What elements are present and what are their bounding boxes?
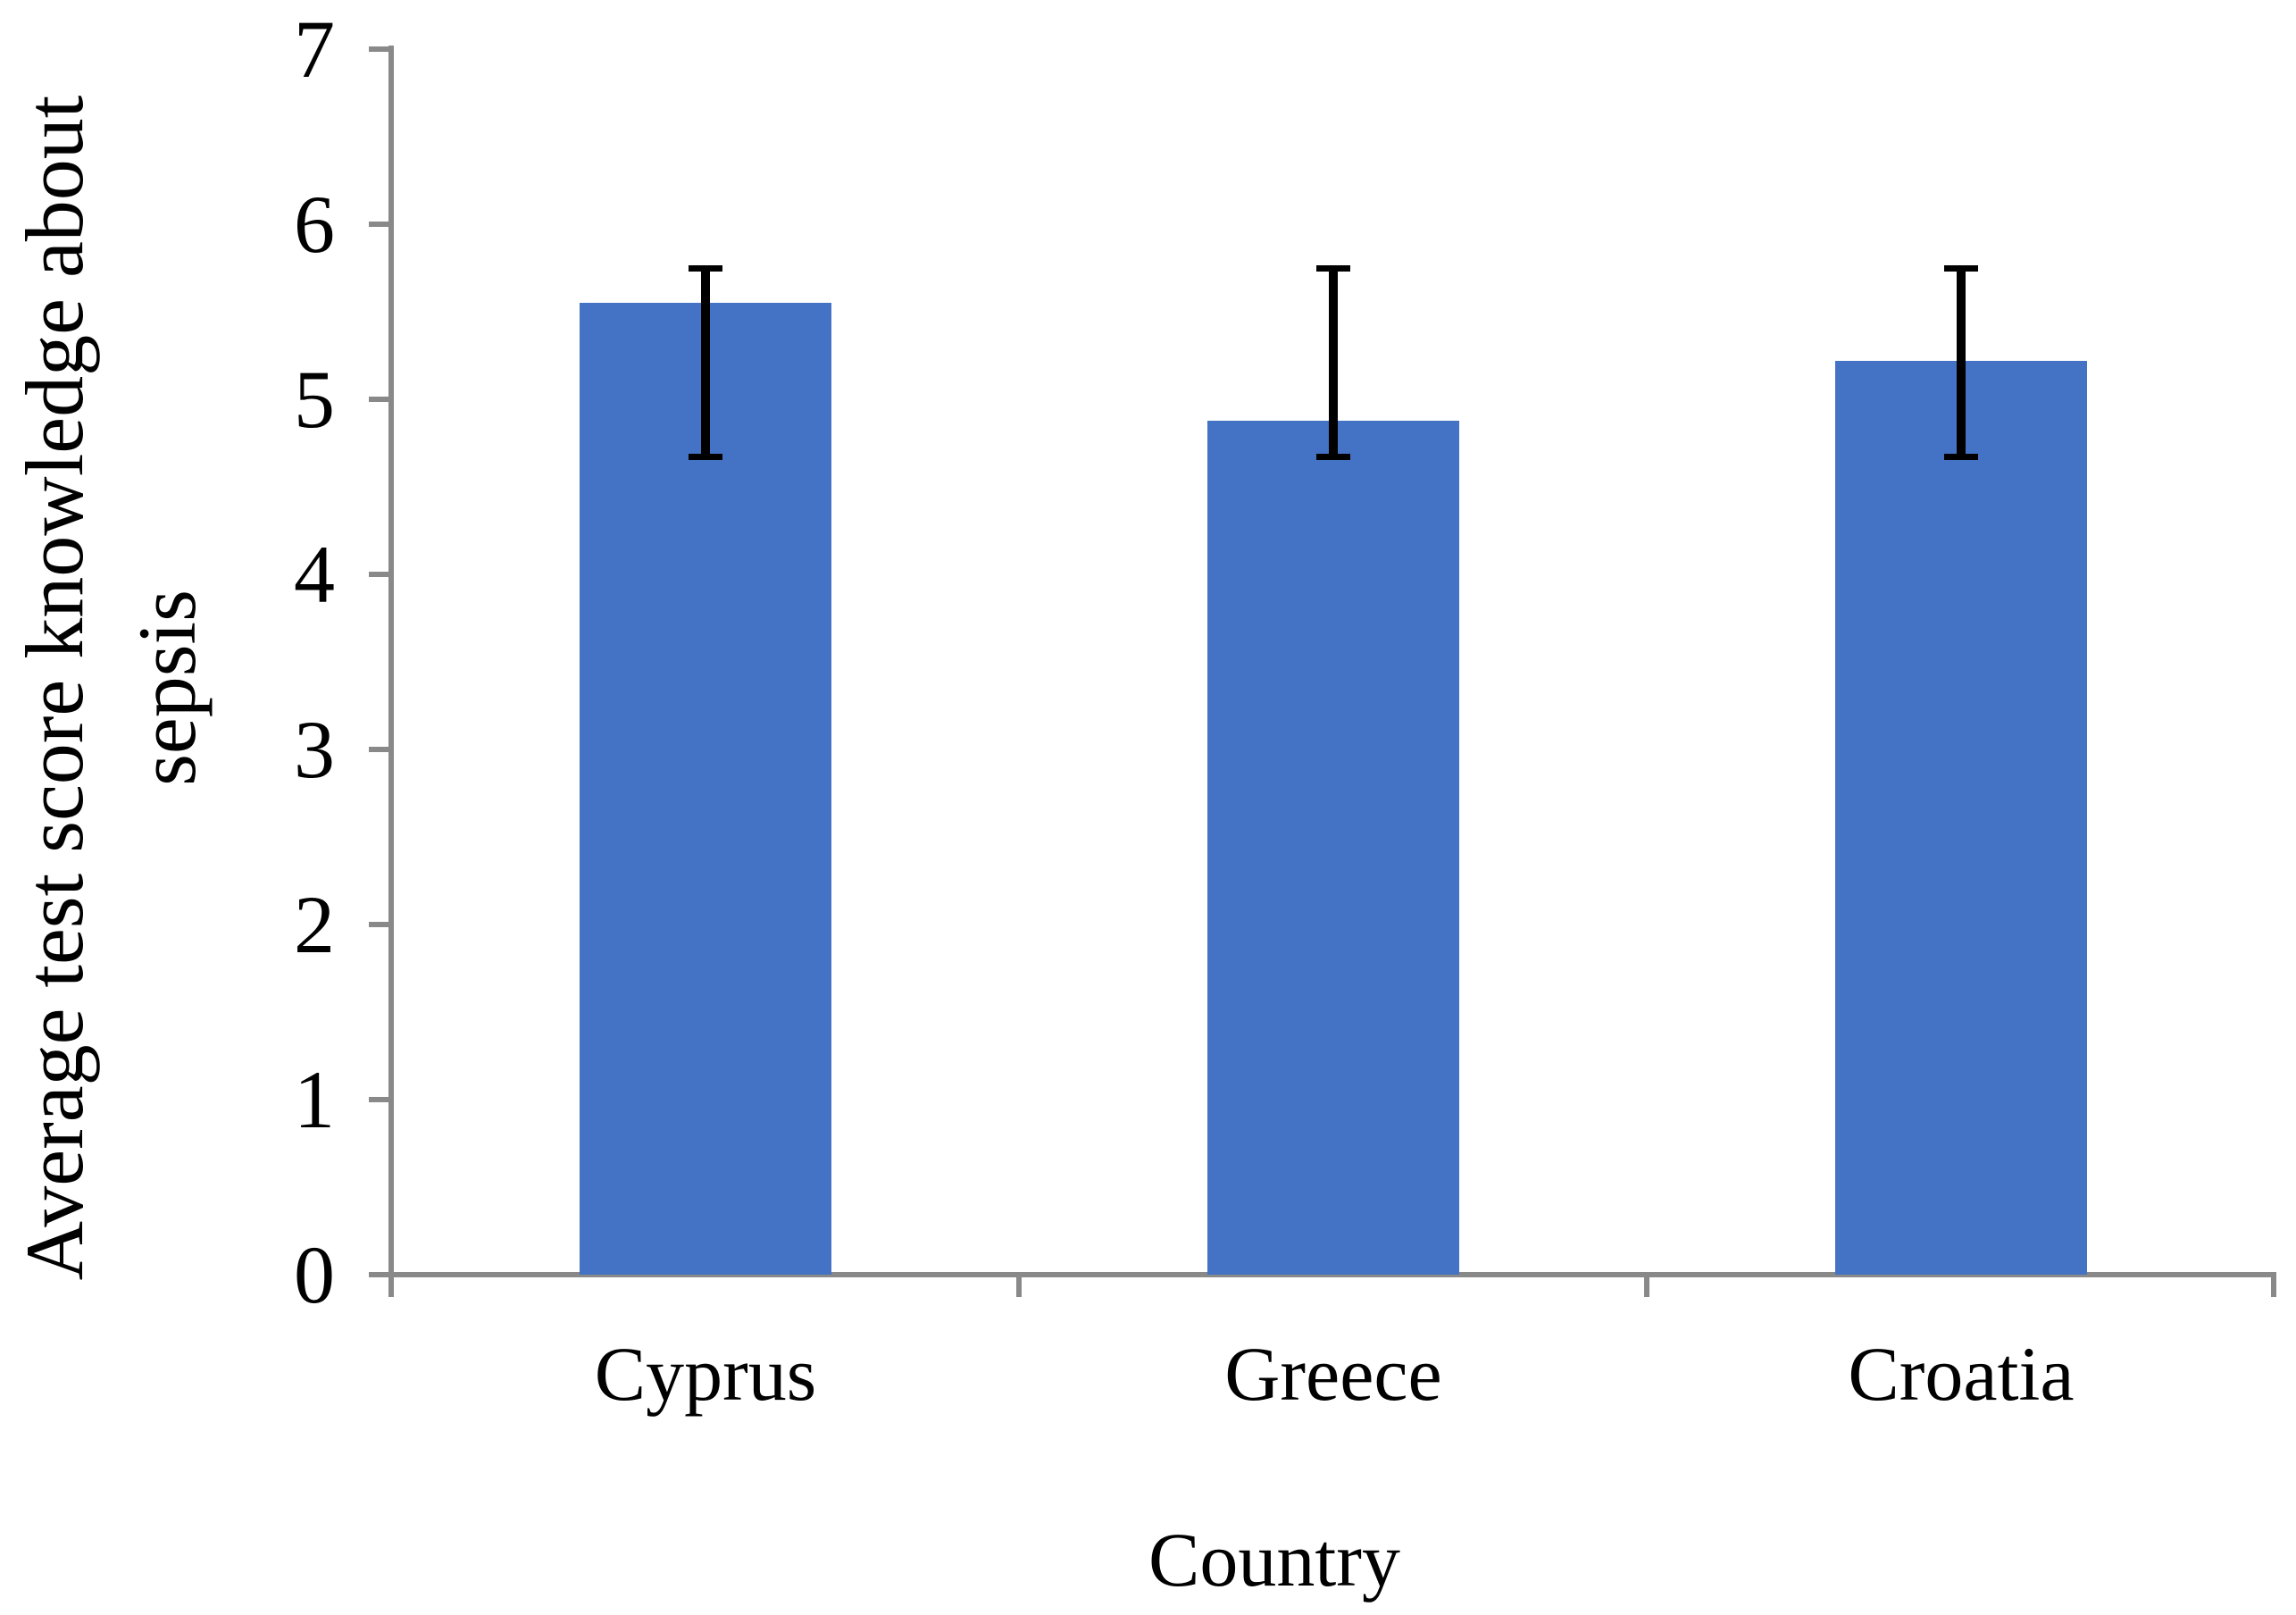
x-tick-1 <box>1016 1272 1022 1297</box>
y-tick-5 <box>369 397 394 402</box>
x-tick-2 <box>1644 1272 1649 1297</box>
y-tick-label-1: 1 <box>294 1054 335 1145</box>
y-tick-label-6: 6 <box>294 179 335 270</box>
y-tick-4 <box>369 572 394 577</box>
y-axis-title-line-2: sepsis <box>121 590 213 786</box>
x-axis-line <box>369 1272 2276 1277</box>
error-cap-bottom-cyprus <box>689 454 722 461</box>
y-tick-label-4: 4 <box>294 529 335 620</box>
y-tick-2 <box>369 922 394 927</box>
y-tick-label-7: 7 <box>294 4 335 95</box>
error-cap-bottom-croatia <box>1944 454 1978 461</box>
error-cap-bottom-greece <box>1316 454 1350 461</box>
error-cap-top-cyprus <box>689 264 722 272</box>
error-cap-top-greece <box>1316 264 1350 272</box>
x-axis-title: Country <box>1148 1517 1400 1602</box>
error-bar-cyprus <box>701 268 710 457</box>
error-bar-greece <box>1329 268 1338 457</box>
y-tick-6 <box>369 222 394 227</box>
error-cap-top-croatia <box>1944 264 1978 272</box>
y-tick-label-3: 3 <box>294 704 335 795</box>
bar-cyprus <box>580 303 831 1275</box>
y-tick-7 <box>369 46 394 52</box>
x-tick-label-cyprus: Cyprus <box>594 1331 817 1417</box>
y-tick-label-2: 2 <box>294 879 335 970</box>
bar-greece <box>1207 420 1459 1275</box>
y-axis-line <box>388 46 394 1297</box>
y-tick-3 <box>369 747 394 752</box>
x-tick-label-greece: Greece <box>1224 1331 1442 1417</box>
x-tick-3 <box>2271 1272 2276 1297</box>
x-tick-label-croatia: Croatia <box>1848 1331 2075 1417</box>
y-tick-label-0: 0 <box>294 1229 335 1320</box>
y-tick-1 <box>369 1097 394 1102</box>
y-axis-title-line-1: Average test score knowledge about <box>9 95 100 1281</box>
bar-croatia <box>1835 360 2087 1275</box>
y-tick-label-5: 5 <box>294 354 335 445</box>
error-bar-croatia <box>1957 268 1966 457</box>
